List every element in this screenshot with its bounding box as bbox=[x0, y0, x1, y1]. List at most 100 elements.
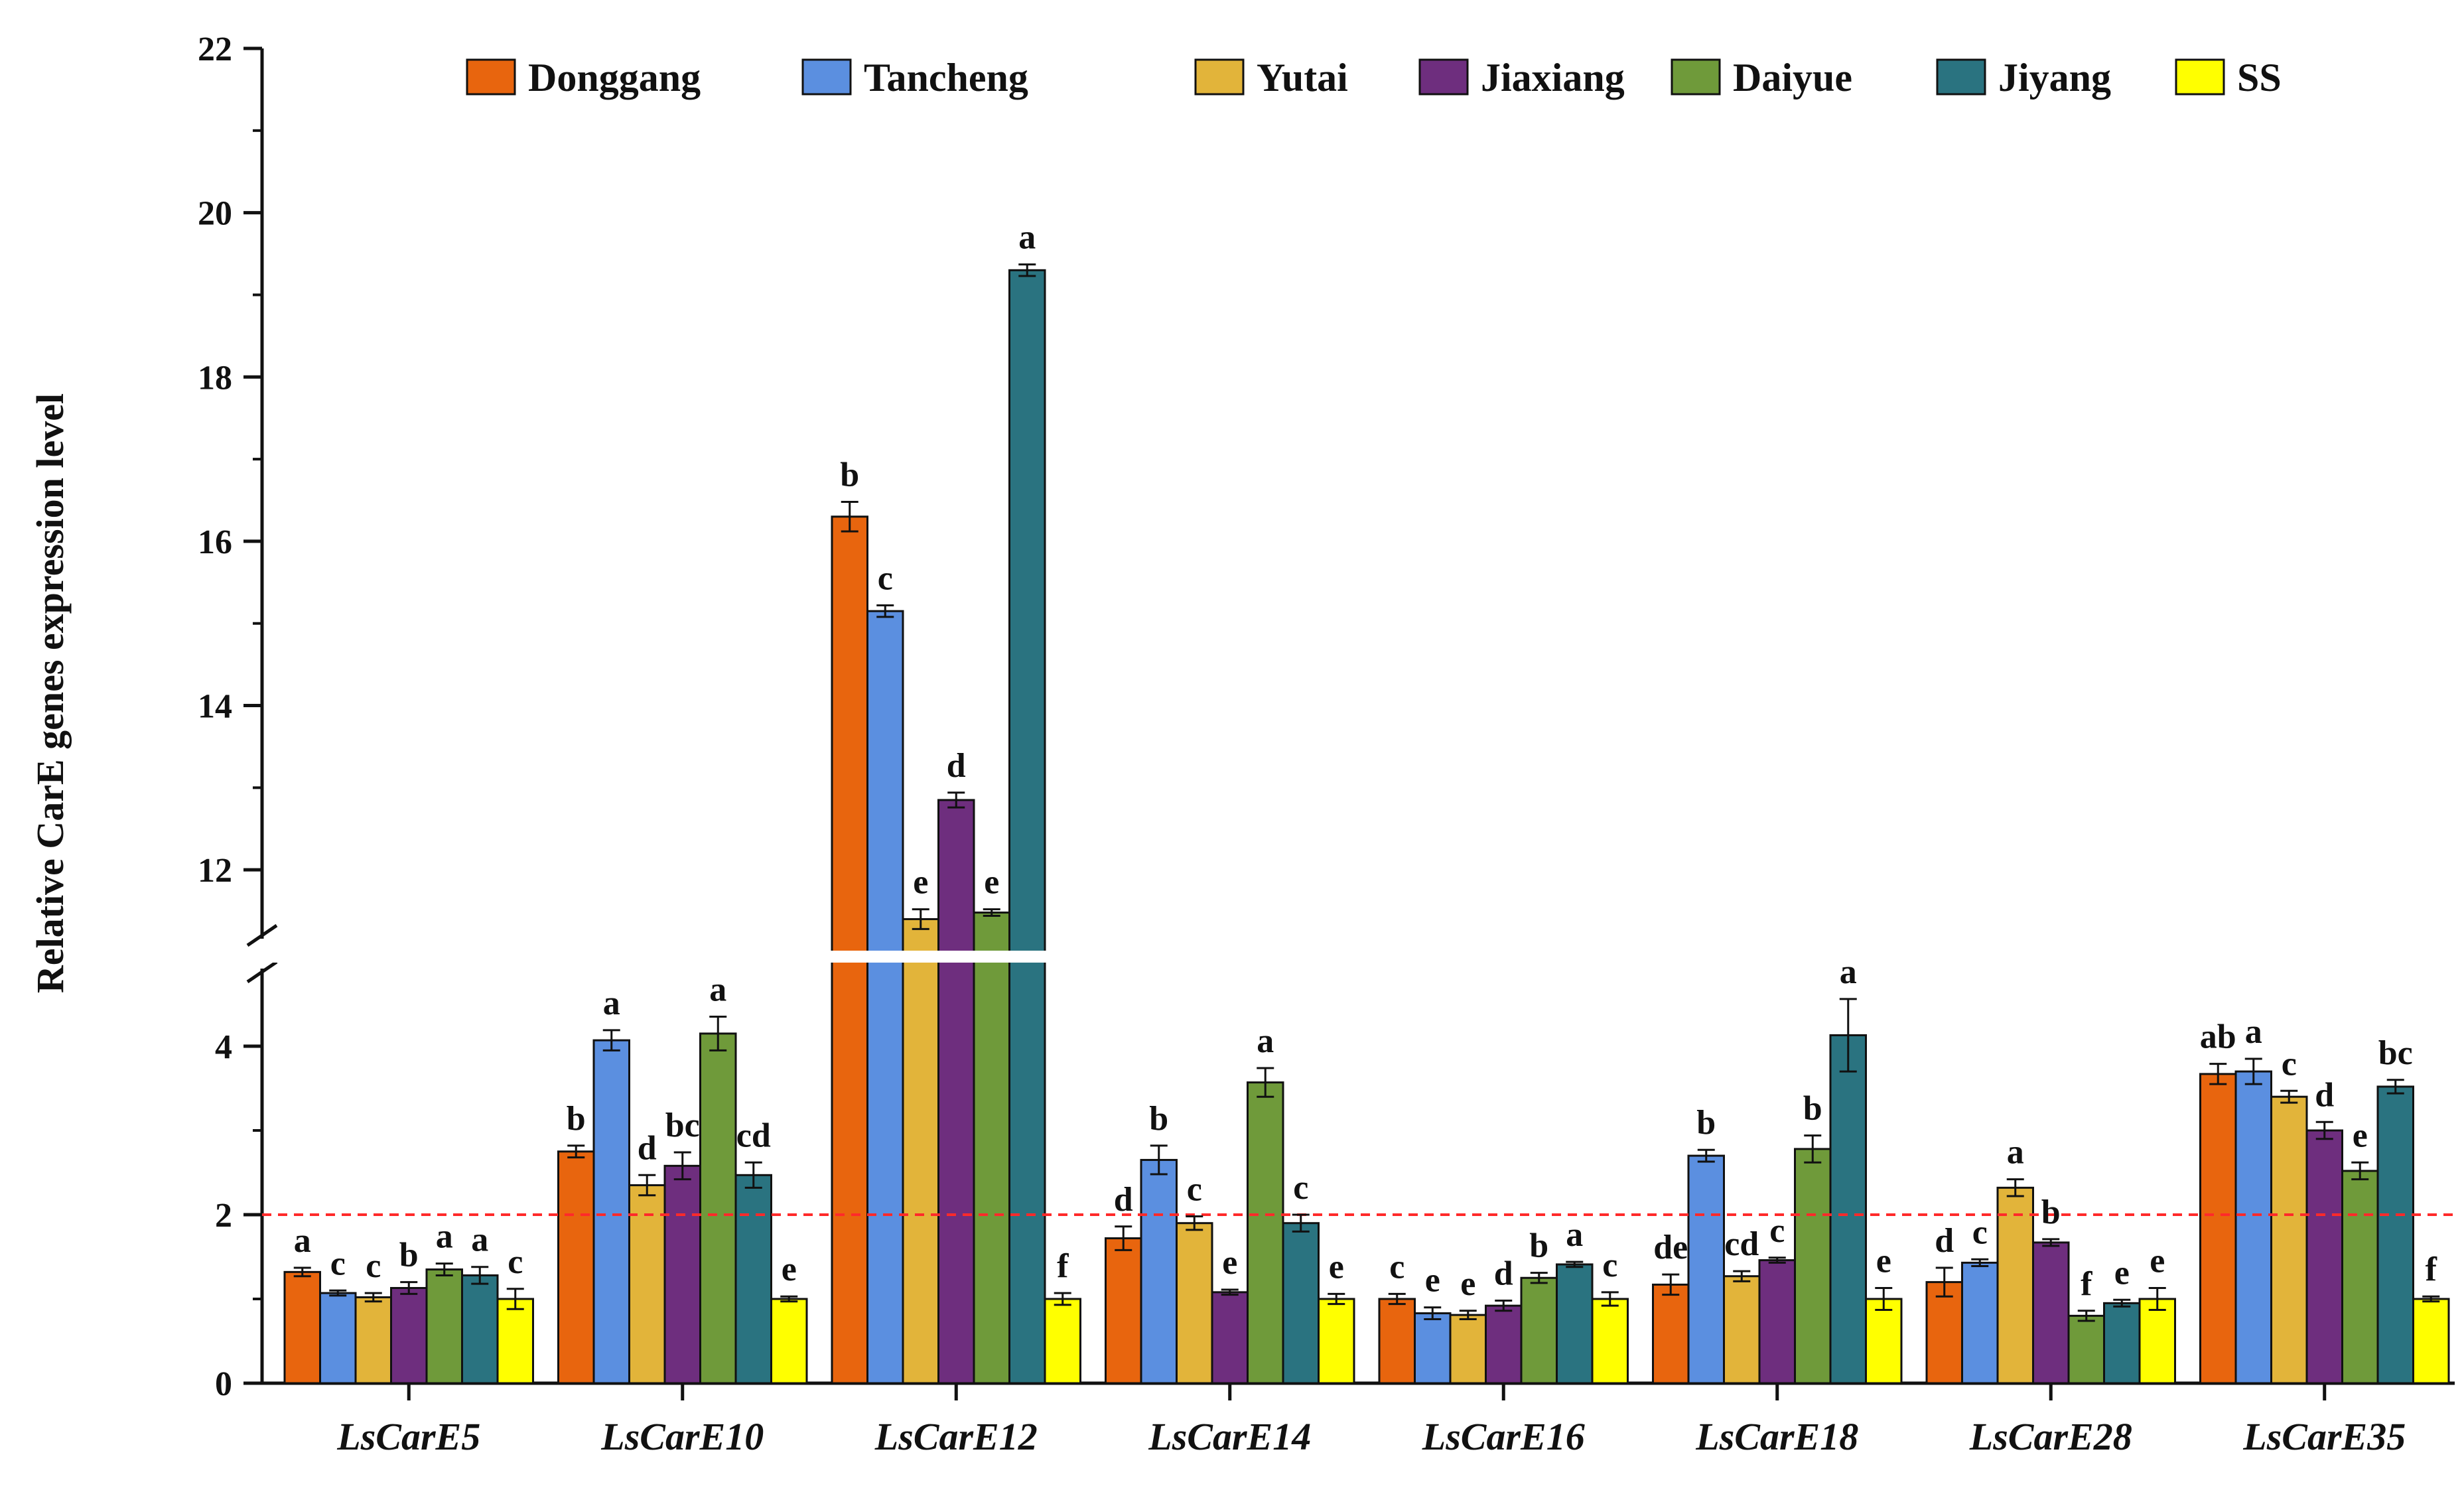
bar bbox=[1247, 1081, 1284, 1385]
y-tick-label: 20 bbox=[198, 195, 232, 233]
significance-letter: b bbox=[399, 1237, 419, 1274]
bar bbox=[1449, 1314, 1487, 1385]
significance-letter: e bbox=[984, 864, 999, 902]
bar bbox=[1829, 1034, 1867, 1385]
y-tick-label: 2 bbox=[215, 1197, 232, 1235]
bar bbox=[937, 799, 975, 1385]
lower-y-ticks: 0 2 4 bbox=[215, 1028, 262, 1403]
bar bbox=[2376, 1085, 2414, 1385]
bar bbox=[1008, 269, 1046, 1385]
upper-y-ticks: 12 14 16 18 20 22 bbox=[198, 31, 262, 890]
bar bbox=[1556, 1263, 1594, 1385]
bar bbox=[1996, 1186, 2034, 1385]
significance-letter: a bbox=[1566, 1216, 1583, 1254]
bar bbox=[1211, 1291, 1249, 1385]
significance-letter: d bbox=[1494, 1255, 1513, 1293]
significance-letter: a bbox=[1840, 953, 1857, 991]
bar bbox=[973, 912, 1010, 1385]
bar bbox=[1414, 1312, 1452, 1385]
bar bbox=[902, 917, 939, 1385]
significance-letter: c bbox=[1972, 1213, 1988, 1251]
significance-letter: a bbox=[709, 971, 726, 1009]
bar bbox=[1865, 1298, 1903, 1385]
significance-letter: b bbox=[2041, 1193, 2061, 1231]
bar bbox=[557, 1150, 595, 1385]
bar bbox=[2234, 1070, 2272, 1385]
significance-letter: cd bbox=[1724, 1225, 1759, 1263]
significance-letter: c bbox=[1293, 1169, 1308, 1207]
axis-break-mark bbox=[246, 923, 278, 947]
legend-swatch bbox=[801, 58, 852, 96]
significance-letter: f bbox=[1057, 1247, 1069, 1285]
category-labels: LsCarE5 LsCarE10 LsCarE12 LsCarE14 LsCarE16 L… bbox=[336, 1383, 2406, 1458]
legend-swatch bbox=[2175, 58, 2225, 96]
bar bbox=[461, 1274, 499, 1385]
significance-letter: a bbox=[294, 1222, 311, 1260]
significance-letter: f bbox=[2081, 1265, 2092, 1303]
bar bbox=[1723, 1275, 1761, 1385]
bar bbox=[283, 1270, 321, 1385]
bar bbox=[354, 1296, 392, 1385]
legend: Donggang Tancheng Yutai Jiaxiang Daiyue Jiyan… bbox=[466, 56, 2282, 100]
y-tick-label: 14 bbox=[198, 688, 232, 726]
significance-letter: c bbox=[1602, 1247, 1617, 1284]
bar bbox=[592, 1039, 630, 1385]
bar bbox=[1758, 1259, 1796, 1385]
y-tick-label: 4 bbox=[215, 1028, 232, 1066]
significance-letter: e bbox=[1460, 1265, 1475, 1303]
bar bbox=[319, 1292, 357, 1385]
significance-letter: bc bbox=[2378, 1034, 2413, 1072]
legend-swatch bbox=[1671, 58, 1721, 96]
bar bbox=[2412, 1298, 2450, 1385]
significance-letter: c bbox=[1389, 1248, 1404, 1286]
category-label: LsCarE12 bbox=[874, 1415, 1038, 1458]
bar bbox=[1140, 1158, 1178, 1385]
significance-letter: c bbox=[1769, 1212, 1785, 1250]
y-tick-label: 18 bbox=[198, 359, 232, 397]
significance-letter: b bbox=[1529, 1227, 1548, 1265]
bar bbox=[2270, 1095, 2308, 1385]
significance-letter: bc bbox=[665, 1107, 700, 1144]
significance-letter: e bbox=[1222, 1244, 1237, 1282]
significance-letter: e bbox=[1425, 1262, 1440, 1300]
bar bbox=[770, 1298, 808, 1385]
bar bbox=[2305, 1129, 2343, 1385]
error-bars bbox=[293, 263, 2440, 1322]
legend-swatch bbox=[466, 58, 516, 96]
bar bbox=[663, 1164, 701, 1385]
bar bbox=[2138, 1298, 2176, 1385]
bar bbox=[1378, 1298, 1416, 1385]
significance-letter: ab bbox=[2200, 1018, 2236, 1056]
bar bbox=[2032, 1241, 2070, 1385]
axis-break-mark bbox=[246, 960, 278, 984]
category-label: LsCarE18 bbox=[1695, 1415, 1858, 1458]
significance-letter: e bbox=[1329, 1248, 1344, 1286]
y-tick-label: 16 bbox=[198, 523, 232, 561]
significance-letter: b bbox=[567, 1100, 586, 1138]
category-label: LsCarE14 bbox=[1148, 1415, 1311, 1458]
significance-letter: e bbox=[2353, 1117, 2368, 1154]
axis-break-gap bbox=[272, 951, 2461, 963]
significance-letter: d bbox=[1114, 1181, 1133, 1219]
bar bbox=[1652, 1283, 1690, 1385]
significance-letter: c bbox=[878, 559, 893, 597]
significance-letter: c bbox=[508, 1243, 523, 1281]
significance-letter: a bbox=[2245, 1013, 2262, 1051]
significance-letter: c bbox=[366, 1247, 381, 1285]
legend-swatch bbox=[1418, 58, 1469, 96]
category-label: LsCarE28 bbox=[1969, 1415, 2132, 1458]
legend-label: Jiyang bbox=[1998, 56, 2111, 100]
bar bbox=[1520, 1276, 1558, 1385]
bar bbox=[866, 610, 904, 1385]
bar bbox=[1961, 1261, 1999, 1385]
legend-label: SS bbox=[2237, 56, 2282, 100]
significance-letter: f bbox=[2426, 1251, 2437, 1288]
significance-letter: c bbox=[330, 1245, 346, 1282]
significance-letter: a bbox=[1257, 1022, 1274, 1060]
bar bbox=[2067, 1314, 2105, 1385]
significance-letter: cd bbox=[736, 1117, 771, 1154]
significance-letter: a bbox=[603, 984, 620, 1022]
significance-letter: e bbox=[2150, 1242, 2165, 1280]
bar bbox=[1687, 1154, 1725, 1385]
bar bbox=[1794, 1148, 1832, 1385]
